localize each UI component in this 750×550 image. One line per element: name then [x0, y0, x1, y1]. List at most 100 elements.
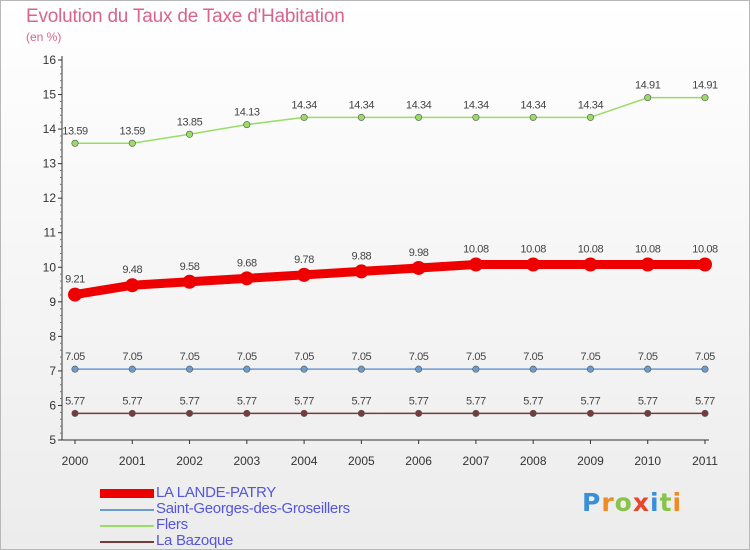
- data-point-flers: [71, 139, 79, 147]
- data-label-la-lande-patry: 9.48: [122, 264, 142, 276]
- data-label-flers: 14.34: [463, 99, 489, 111]
- data-point-flers: [300, 113, 308, 121]
- x-tick-label: 2009: [577, 454, 604, 468]
- data-label-flers: 14.91: [635, 80, 661, 92]
- data-label-la-bazoque: 5.77: [523, 395, 543, 407]
- data-point-la-bazoque: [128, 409, 136, 417]
- data-label-la-lande-patry: 10.08: [578, 244, 604, 256]
- data-point-saint-georges-des-groseillers: [586, 365, 594, 373]
- series-line-flers: [74, 96, 706, 145]
- y-tick-label: 14: [43, 122, 57, 136]
- y-tick-label: 12: [43, 191, 57, 205]
- data-label-flers: 14.13: [234, 107, 260, 119]
- brand-letter: i: [650, 488, 660, 517]
- data-label-flers: 13.85: [177, 116, 203, 128]
- data-label-flers: 14.34: [406, 99, 432, 111]
- data-point-saint-georges-des-groseillers: [71, 365, 79, 373]
- brand-letter: i: [672, 488, 683, 517]
- y-tick-label: 13: [43, 157, 57, 171]
- data-point-la-lande-patry: [125, 278, 140, 293]
- y-tick-label: 5: [49, 433, 56, 447]
- data-point-la-bazoque: [186, 409, 194, 417]
- data-label-la-lande-patry: 9.88: [351, 250, 371, 262]
- data-labels-layer: 7.05 7.05 7.05 7.05 7.05 7.05 7.05 7.05 7.05 7.05…: [62, 80, 718, 408]
- data-point-la-lande-patry: [526, 257, 541, 272]
- data-point-flers: [415, 113, 423, 121]
- data-label-saint-georges-des-groseillers: 7.05: [581, 351, 601, 363]
- data-label-la-lande-patry: 9.78: [294, 254, 314, 266]
- x-tick-label: 2007: [463, 454, 490, 468]
- data-label-la-lande-patry: 10.08: [463, 244, 489, 256]
- y-tick-label: 7: [49, 364, 56, 378]
- data-label-la-lande-patry: 9.98: [409, 247, 429, 259]
- data-point-saint-georges-des-groseillers: [644, 365, 652, 373]
- data-label-saint-georges-des-groseillers: 7.05: [180, 351, 200, 363]
- legend-swatch: [100, 509, 154, 511]
- data-point-flers: [472, 113, 480, 121]
- brand-letter: t: [659, 488, 673, 517]
- data-point-la-lande-patry: [182, 274, 197, 289]
- data-point-la-bazoque: [357, 409, 365, 417]
- data-point-saint-georges-des-groseillers: [415, 365, 423, 373]
- x-tick-label: 2002: [176, 454, 203, 468]
- data-point-la-bazoque: [529, 409, 537, 417]
- x-tick-label: 2006: [405, 454, 432, 468]
- brand-letter: P: [582, 488, 602, 517]
- data-point-la-lande-patry: [68, 287, 82, 302]
- data-label-flers: 14.34: [349, 99, 375, 111]
- data-point-flers: [586, 113, 594, 121]
- data-point-flers: [644, 94, 652, 102]
- y-tick-label: 9: [49, 295, 56, 309]
- series-line-la-lande-patry: [70, 260, 710, 300]
- data-point-flers: [128, 139, 136, 147]
- data-label-flers: 13.59: [120, 125, 146, 137]
- data-point-la-lande-patry: [640, 257, 655, 272]
- data-point-la-bazoque: [415, 409, 423, 417]
- data-point-la-lande-patry: [239, 271, 254, 286]
- data-label-flers: 14.34: [291, 99, 317, 111]
- data-point-la-bazoque: [300, 409, 308, 417]
- data-label-saint-georges-des-groseillers: 7.05: [523, 351, 543, 363]
- y-tick-label: 15: [43, 88, 57, 102]
- y-tick-label: 16: [43, 53, 57, 67]
- data-point-flers: [186, 130, 194, 138]
- data-label-saint-georges-des-groseillers: 7.05: [466, 351, 486, 363]
- data-label-la-lande-patry: 9.21: [65, 274, 85, 286]
- brand-logo: Proxiti: [582, 488, 682, 517]
- legend-label: LA LANDE-PATRY: [156, 484, 277, 501]
- data-label-saint-georges-des-groseillers: 7.05: [122, 351, 142, 363]
- data-label-la-bazoque: 5.77: [237, 395, 257, 407]
- data-label-la-bazoque: 5.77: [581, 395, 601, 407]
- x-tick-label: 2005: [348, 454, 375, 468]
- data-label-la-bazoque: 5.77: [638, 395, 658, 407]
- chart-axes: 5 6 7 8 9 10 11 12 13 14 15 16 2000 2001 2002 2003 2004 2…: [43, 53, 719, 468]
- data-point-la-bazoque: [71, 409, 79, 417]
- data-point-saint-georges-des-groseillers: [472, 365, 480, 373]
- brand-letter: o: [614, 488, 633, 517]
- data-label-saint-georges-des-groseillers: 7.05: [237, 351, 257, 363]
- data-point-saint-georges-des-groseillers: [300, 365, 308, 373]
- data-label-saint-georges-des-groseillers: 7.05: [638, 351, 658, 363]
- data-point-la-bazoque: [243, 409, 251, 417]
- data-point-la-bazoque: [472, 409, 480, 417]
- data-label-flers: 13.59: [62, 125, 88, 137]
- data-label-la-bazoque: 5.77: [695, 395, 715, 407]
- data-point-la-lande-patry: [583, 257, 598, 272]
- data-point-la-bazoque: [701, 409, 709, 417]
- data-point-la-lande-patry: [698, 257, 712, 272]
- data-label-la-bazoque: 5.77: [180, 395, 200, 407]
- data-label-saint-georges-des-groseillers: 7.05: [294, 351, 314, 363]
- data-label-la-bazoque: 5.77: [351, 395, 371, 407]
- data-point-flers: [529, 113, 537, 121]
- x-tick-label: 2011: [692, 454, 718, 468]
- data-label-la-bazoque: 5.77: [65, 395, 85, 407]
- chart-title: Evolution du Taux de Taxe d'Habitation: [26, 6, 345, 27]
- data-point-la-lande-patry: [354, 264, 369, 279]
- data-point-saint-georges-des-groseillers: [243, 365, 251, 373]
- series-layer: [68, 94, 712, 417]
- data-label-saint-georges-des-groseillers: 7.05: [351, 351, 371, 363]
- data-point-flers: [701, 94, 709, 102]
- data-label-la-bazoque: 5.77: [294, 395, 314, 407]
- data-point-saint-georges-des-groseillers: [357, 365, 365, 373]
- data-point-la-lande-patry: [297, 267, 312, 282]
